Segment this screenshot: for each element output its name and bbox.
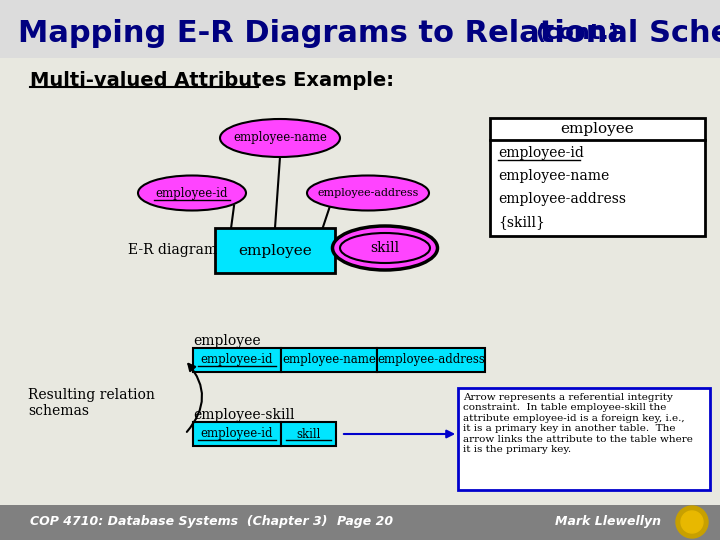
Text: COP 4710: Database Systems  (Chapter 3): COP 4710: Database Systems (Chapter 3): [30, 516, 328, 529]
Text: Arrow represents a referential integrity
constraint.  In table employee-skill th: Arrow represents a referential integrity…: [463, 393, 693, 454]
FancyBboxPatch shape: [281, 348, 377, 372]
Ellipse shape: [340, 233, 430, 263]
FancyBboxPatch shape: [215, 228, 335, 273]
Ellipse shape: [307, 176, 429, 211]
Text: Resulting relation
schemas: Resulting relation schemas: [28, 388, 155, 418]
Text: employee-id: employee-id: [201, 354, 274, 367]
Text: skill: skill: [297, 428, 320, 441]
FancyBboxPatch shape: [281, 422, 336, 446]
Text: employee: employee: [561, 122, 634, 136]
FancyBboxPatch shape: [377, 348, 485, 372]
Text: Mark Llewellyn: Mark Llewellyn: [555, 516, 661, 529]
Text: employee-name: employee-name: [282, 354, 376, 367]
Text: Multi-valued Attributes Example:: Multi-valued Attributes Example:: [30, 71, 394, 90]
Circle shape: [676, 506, 708, 538]
Text: employee-name: employee-name: [498, 169, 609, 183]
Text: employee-address: employee-address: [377, 354, 485, 367]
Text: employee: employee: [193, 334, 261, 348]
Text: employee-skill: employee-skill: [193, 408, 294, 422]
Text: Mapping E-R Diagrams to Relational Schemas: Mapping E-R Diagrams to Relational Schem…: [18, 18, 720, 48]
Text: employee-id: employee-id: [156, 186, 228, 199]
FancyArrowPatch shape: [343, 431, 453, 437]
FancyBboxPatch shape: [0, 0, 720, 505]
Text: Page 20: Page 20: [337, 516, 393, 529]
FancyBboxPatch shape: [458, 388, 710, 490]
Ellipse shape: [138, 176, 246, 211]
FancyArrowPatch shape: [186, 364, 202, 432]
FancyBboxPatch shape: [0, 0, 720, 58]
Text: employee-address: employee-address: [318, 188, 419, 198]
FancyBboxPatch shape: [490, 118, 705, 236]
FancyBboxPatch shape: [193, 422, 281, 446]
Text: {skill}: {skill}: [498, 215, 545, 229]
Text: employee-id: employee-id: [498, 146, 584, 160]
Text: employee-name: employee-name: [233, 132, 327, 145]
Text: employee: employee: [238, 244, 312, 258]
Text: employee-address: employee-address: [498, 192, 626, 206]
Text: employee-id: employee-id: [201, 428, 274, 441]
Text: skill: skill: [370, 241, 400, 255]
FancyBboxPatch shape: [193, 348, 281, 372]
Ellipse shape: [333, 226, 438, 270]
Circle shape: [681, 511, 703, 533]
Text: (cont.): (cont.): [535, 23, 619, 43]
Ellipse shape: [220, 119, 340, 157]
Text: E-R diagram: E-R diagram: [128, 243, 217, 257]
FancyBboxPatch shape: [0, 505, 720, 540]
